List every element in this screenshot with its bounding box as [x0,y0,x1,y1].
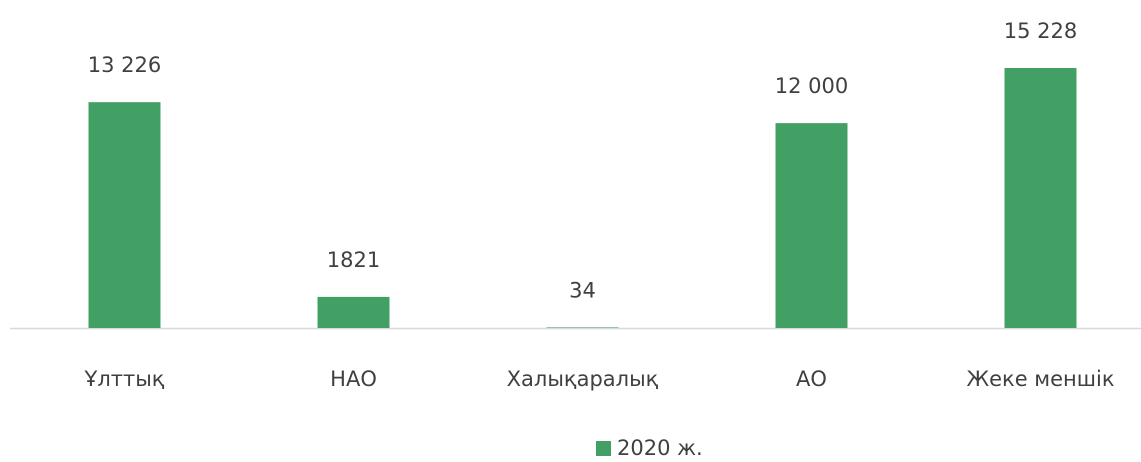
bar [1004,68,1077,328]
data-label: 1821 [327,248,380,272]
bar [775,123,848,329]
legend-swatch [596,441,611,456]
data-label: 13 226 [88,53,161,77]
x-tick-label: Ұлттық [84,367,165,391]
bar [88,102,161,329]
x-tick-label: Халықаралық [507,367,659,391]
x-tick-label: НАО [330,367,377,391]
data-label: 15 228 [1004,19,1077,43]
bar [317,296,390,328]
x-tick-label: АО [796,367,827,391]
data-label: 34 [569,278,596,302]
x-tick-label: Жеке меншік [966,367,1114,391]
legend-label: 2020 ж. [617,436,703,460]
bar [546,327,619,328]
data-label: 12 000 [775,74,848,98]
